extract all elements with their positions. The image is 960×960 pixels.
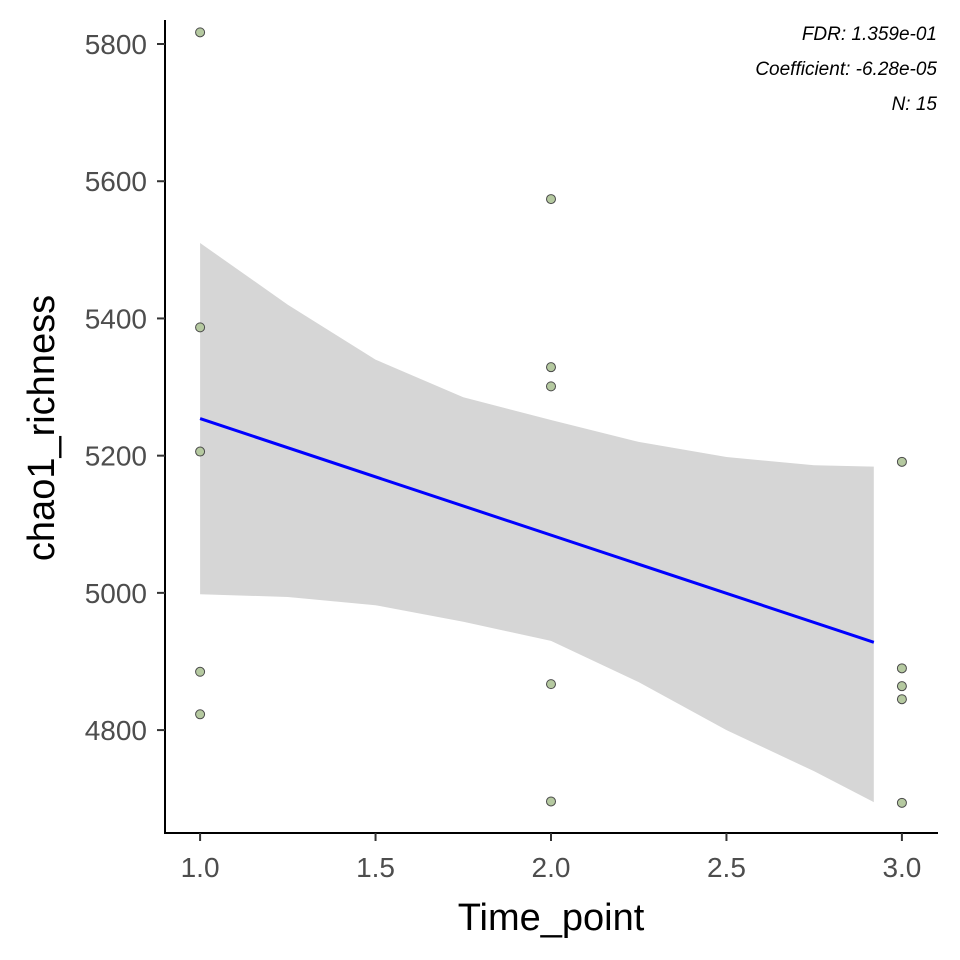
data-point xyxy=(195,322,206,333)
n-annotation: N: 15 xyxy=(892,94,938,115)
data-point xyxy=(896,797,907,808)
x-axis-ticks: 1.0 1.5 2.0 2.5 3.0 xyxy=(181,833,921,883)
x-axis-title: Time_point xyxy=(458,897,645,939)
regression-line xyxy=(199,417,875,644)
fdr-annotation: FDR: 1.359e-01 xyxy=(802,24,937,45)
data-point xyxy=(896,681,907,692)
data-point xyxy=(195,666,206,677)
data-point xyxy=(546,796,556,807)
x-tick-label: 2.0 xyxy=(532,852,571,883)
data-point xyxy=(546,194,556,205)
y-tick-label: 5800 xyxy=(85,29,147,60)
y-tick-label: 5000 xyxy=(85,578,147,609)
x-tick-label: 1.0 xyxy=(181,852,220,883)
y-tick-label: 4800 xyxy=(85,715,147,746)
y-tick-label: 5400 xyxy=(85,303,147,334)
fit-line-layer xyxy=(199,417,875,644)
y-tick-label: 5600 xyxy=(85,166,147,197)
data-point xyxy=(546,679,556,690)
data-point xyxy=(896,663,907,674)
y-tick-label: 5200 xyxy=(85,441,147,472)
y-axis-ticks: 4800 5000 5200 5400 5600 5800 xyxy=(85,29,165,746)
y-axis-title: chao1_richness xyxy=(21,295,63,561)
data-point xyxy=(896,456,907,467)
x-tick-label: 2.5 xyxy=(707,852,746,883)
x-tick-label: 3.0 xyxy=(882,852,921,883)
confidence-band-layer xyxy=(200,243,874,803)
data-point xyxy=(546,381,556,392)
confidence-band xyxy=(200,243,874,803)
data-point xyxy=(195,446,206,457)
data-point xyxy=(195,709,206,720)
data-point xyxy=(195,27,206,38)
data-point xyxy=(546,362,556,373)
x-tick-label: 1.5 xyxy=(356,852,395,883)
data-point xyxy=(896,694,907,705)
data-points-layer xyxy=(195,27,907,808)
coefficient-annotation: Coefficient: -6.28e-05 xyxy=(755,59,937,80)
